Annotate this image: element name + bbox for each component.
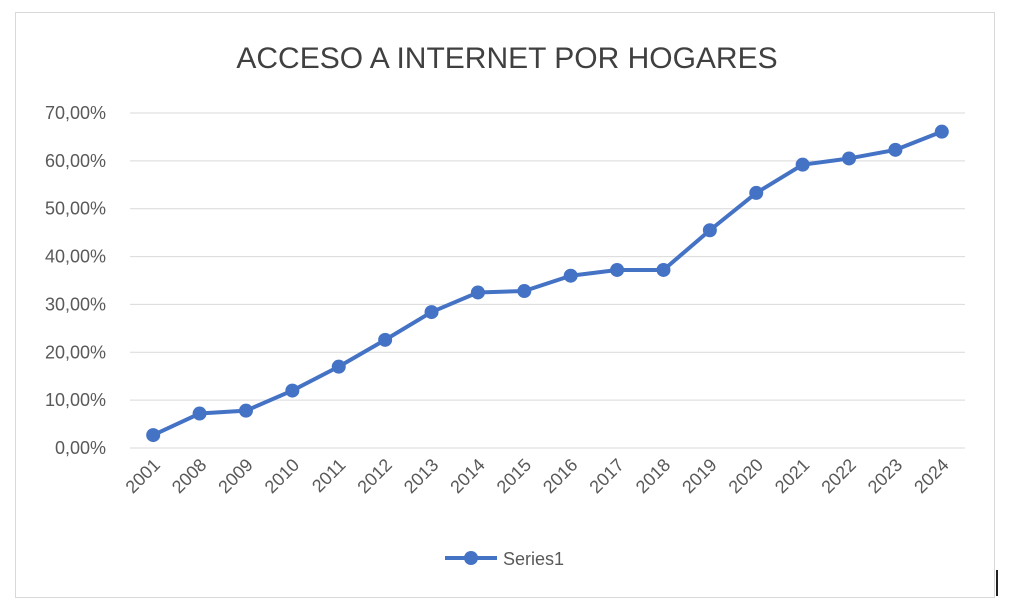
data-point xyxy=(656,262,671,277)
data-point xyxy=(749,185,764,200)
data-point xyxy=(888,142,903,157)
x-tick-label: 2009 xyxy=(214,455,256,497)
data-point xyxy=(238,403,253,418)
x-tick-label: 2019 xyxy=(678,455,720,497)
y-tick-label: 50,00% xyxy=(45,199,106,219)
data-point xyxy=(285,383,300,398)
data-point xyxy=(563,268,578,283)
data-point xyxy=(610,262,625,277)
y-tick-label: 20,00% xyxy=(45,342,106,362)
x-tick-label: 2022 xyxy=(817,455,859,497)
y-tick-label: 70,00% xyxy=(45,103,106,123)
y-tick-label: 30,00% xyxy=(45,294,106,314)
x-tick-label: 2010 xyxy=(261,455,303,497)
x-tick-label: 2001 xyxy=(122,455,164,497)
y-axis-tick-labels: 0,00% 10,00% 20,00% 30,00% 40,00% 50,00% 60,00… xyxy=(45,103,106,458)
data-point xyxy=(702,223,717,238)
x-tick-label: 2023 xyxy=(864,455,906,497)
legend-label: Series1 xyxy=(503,549,564,569)
x-axis-tick-labels: 2001 2008 2009 2010 2011 2012 2013 2014 2015 2016… xyxy=(122,455,953,497)
x-tick-label: 2024 xyxy=(910,455,952,497)
y-tick-label: 0,00% xyxy=(55,438,106,458)
series-layer xyxy=(146,124,949,443)
chart-title: ACCESO A INTERNET POR HOGARES xyxy=(236,42,777,75)
y-tick-label: 60,00% xyxy=(45,151,106,171)
data-point xyxy=(424,305,439,320)
data-point xyxy=(795,157,810,172)
data-point xyxy=(842,151,857,166)
legend-point-marker xyxy=(464,551,478,565)
x-tick-label: 2015 xyxy=(493,455,535,497)
x-tick-label: 2013 xyxy=(400,455,442,497)
series-line xyxy=(152,129,943,437)
y-tick-label: 10,00% xyxy=(45,390,106,410)
gridlines xyxy=(130,112,965,449)
x-tick-label: 2012 xyxy=(354,455,396,497)
y-tick-label: 40,00% xyxy=(45,247,106,267)
x-tick-label: 2017 xyxy=(585,455,627,497)
data-point xyxy=(192,406,207,421)
x-tick-label: 2018 xyxy=(632,455,674,497)
legend: Series1 xyxy=(445,549,564,569)
x-tick-label: 2011 xyxy=(308,455,350,497)
x-tick-label: 2016 xyxy=(539,455,581,497)
data-point xyxy=(146,428,161,443)
data-point xyxy=(934,124,949,139)
x-tick-label: 2008 xyxy=(168,455,210,497)
data-point xyxy=(331,359,346,374)
text-cursor-mark xyxy=(996,570,998,596)
data-point xyxy=(378,332,393,347)
data-point xyxy=(517,284,532,299)
x-tick-label: 2014 xyxy=(446,455,488,497)
x-tick-label: 2021 xyxy=(771,455,813,497)
x-tick-label: 2020 xyxy=(725,455,767,497)
data-point xyxy=(470,285,485,300)
chart-frame xyxy=(15,12,995,598)
